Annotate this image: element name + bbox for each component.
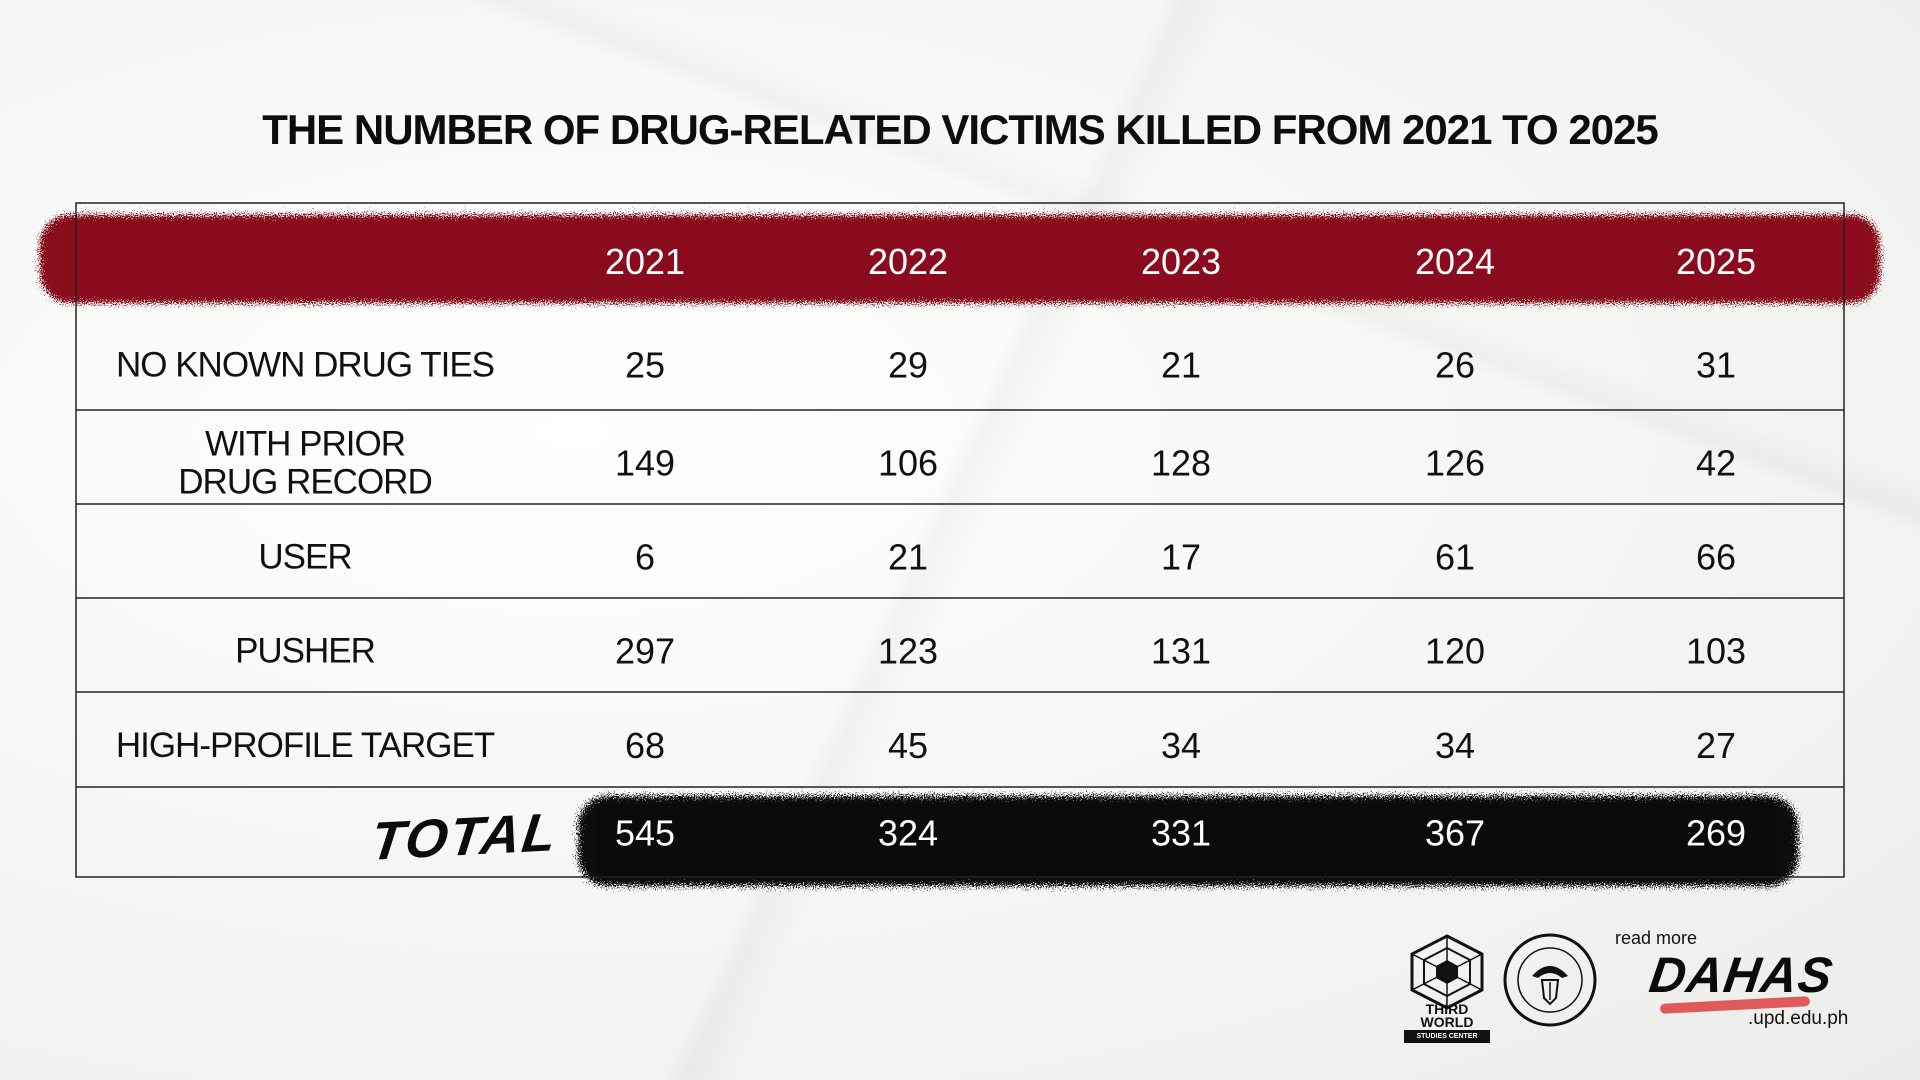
university-seal-logo xyxy=(1503,933,1597,1027)
table-cell: 26 xyxy=(1435,345,1475,386)
table-cell: 6 xyxy=(635,537,655,578)
table-cell: 68 xyxy=(625,725,665,766)
table-cell: 61 xyxy=(1435,537,1475,578)
column-header-2025: 2025 xyxy=(1676,241,1756,282)
table-cell: 297 xyxy=(615,631,675,672)
hexagon-web-logo xyxy=(1410,934,1484,1010)
total-cell: 367 xyxy=(1425,813,1485,854)
table-cell: 25 xyxy=(625,345,665,386)
table-cell: 34 xyxy=(1435,725,1475,766)
table-cell: 123 xyxy=(878,631,938,672)
total-brush-core xyxy=(596,804,1776,876)
table-cell: 42 xyxy=(1696,443,1736,484)
header-brush-core xyxy=(70,222,1860,296)
row-label: NO KNOWN DRUG TIES xyxy=(116,346,494,385)
domain-text: .upd.edu.ph xyxy=(1748,1008,1849,1029)
table-cell: 29 xyxy=(888,345,928,386)
total-cell: 269 xyxy=(1686,813,1746,854)
table-cell: 120 xyxy=(1425,631,1485,672)
table-cell: 27 xyxy=(1696,725,1736,766)
table-cell: 126 xyxy=(1425,443,1485,484)
row-label: PUSHER xyxy=(235,632,375,671)
third-world-name: THIRD WORLD xyxy=(1420,1001,1474,1030)
row-label-line: DRUG RECORD xyxy=(178,463,431,502)
dahas-logo: DAHAS xyxy=(1646,947,1837,1003)
chart-title: THE NUMBER OF DRUG-RELATED VICTIMS KILLE… xyxy=(262,106,1659,153)
third-world-studies-center-logo-text: THIRD WORLD STUDIES CENTER xyxy=(1404,1001,1490,1043)
row-label-line: WITH PRIOR xyxy=(205,425,405,464)
table-cell: 66 xyxy=(1696,537,1736,578)
total-cell: 545 xyxy=(615,813,675,854)
third-world-sub: STUDIES CENTER xyxy=(1404,1030,1490,1043)
table-cell: 149 xyxy=(615,443,675,484)
row-label: USER xyxy=(258,538,351,577)
total-cell: 324 xyxy=(878,813,938,854)
table-cell: 131 xyxy=(1151,631,1211,672)
table-cell: 128 xyxy=(1151,443,1211,484)
total-cell: 331 xyxy=(1151,813,1211,854)
table-border xyxy=(75,202,1845,878)
table-cell: 45 xyxy=(888,725,928,766)
column-header-2021: 2021 xyxy=(605,241,685,282)
column-header-2024: 2024 xyxy=(1415,241,1495,282)
table-cell: 34 xyxy=(1161,725,1201,766)
table-cell: 31 xyxy=(1696,345,1736,386)
row-label: HIGH-PROFILE TARGET xyxy=(116,726,495,765)
table-cell: 21 xyxy=(1161,345,1201,386)
table-cell: 17 xyxy=(1161,537,1201,578)
column-header-2023: 2023 xyxy=(1141,241,1221,282)
table-cell: 21 xyxy=(888,537,928,578)
table-cell: 106 xyxy=(878,443,938,484)
column-header-2022: 2022 xyxy=(868,241,948,282)
read-more-text: read more xyxy=(1615,928,1698,948)
table-cell: 103 xyxy=(1686,631,1746,672)
total-label: TOTAL xyxy=(367,802,562,872)
